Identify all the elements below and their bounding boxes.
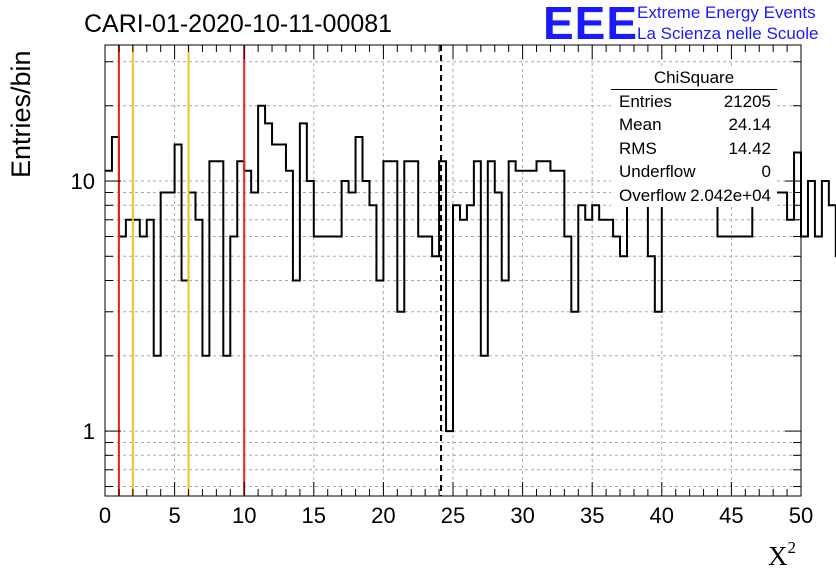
stat-row-rms: RMS 14.42 xyxy=(611,137,777,160)
stat-value: 21205 xyxy=(723,92,771,111)
x-axis-label-superscript: 2 xyxy=(787,538,797,557)
x-axis-label: X2 xyxy=(768,538,796,572)
y-axis-label: Entries/bin xyxy=(6,50,36,178)
stat-key: Overflow xyxy=(619,185,687,205)
stat-key: Entries xyxy=(619,92,672,111)
stat-value: 2.042e+04 xyxy=(690,185,771,205)
x-axis-label-base: X xyxy=(768,541,788,571)
x-tick-label: 5 xyxy=(168,503,180,528)
x-tick-label: 10 xyxy=(232,503,256,528)
x-tick-label: 50 xyxy=(789,503,813,528)
eee-logo: EEE xyxy=(543,0,639,49)
x-tick-label: 45 xyxy=(719,503,743,528)
x-tick-label: 15 xyxy=(302,503,326,528)
stats-title: ChiSquare xyxy=(611,66,777,90)
x-tick-label: 35 xyxy=(580,503,604,528)
stat-row-entries: Entries 21205 xyxy=(611,90,777,113)
stat-row-mean: Mean 24.14 xyxy=(611,113,777,136)
stat-key: RMS xyxy=(619,138,657,158)
stat-value: 24.14 xyxy=(728,115,771,135)
x-tick-label: 25 xyxy=(441,503,465,528)
stat-value: 14.42 xyxy=(728,138,771,158)
histogram-series-line xyxy=(105,104,836,433)
stats-box: ChiSquare Entries 21205 Mean 24.14 RMS 1… xyxy=(611,66,777,207)
x-tick-label: 20 xyxy=(371,503,395,528)
logo-line-1: Extreme Energy Events xyxy=(637,3,816,22)
stat-key: Underflow xyxy=(619,162,696,182)
chart-title: CARI-01-2020-10-11-00081 xyxy=(84,10,393,38)
x-tick-label: 0 xyxy=(99,503,111,528)
stat-value: 0 xyxy=(761,162,771,182)
y-tick-label: 1 xyxy=(83,419,95,444)
x-tick-label: 40 xyxy=(650,503,674,528)
stat-row-overflow: Overflow 2.042e+04 xyxy=(611,184,777,207)
stat-key: Mean xyxy=(619,115,662,135)
y-tick-label: 10 xyxy=(71,169,95,194)
stat-row-underflow: Underflow 0 xyxy=(611,160,777,183)
x-tick-label: 30 xyxy=(510,503,534,528)
logo-line-2: La Scienza nelle Scuole xyxy=(637,24,819,43)
